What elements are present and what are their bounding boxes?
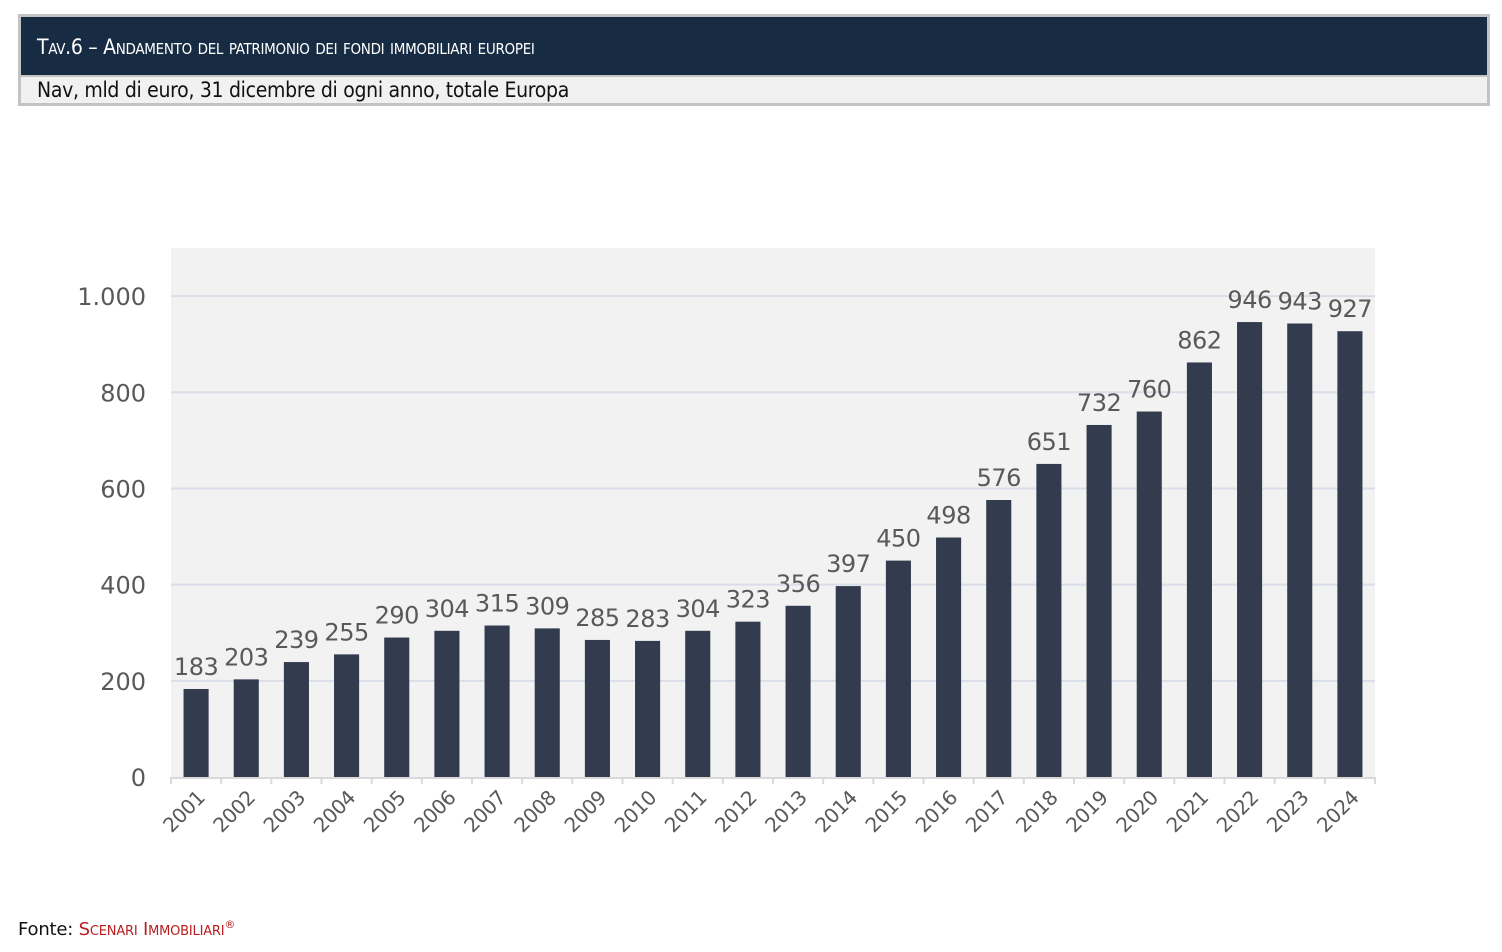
data-label: 576: [977, 464, 1021, 492]
plot-area: [171, 248, 1375, 777]
title-bar: Tav.6 – Andamento del patrimonio dei fon…: [21, 17, 1487, 75]
data-label: 309: [525, 592, 569, 620]
data-label: 304: [425, 595, 469, 623]
data-label: 450: [876, 525, 920, 553]
data-label: 323: [726, 586, 770, 614]
bar-2010: [635, 640, 661, 777]
bar-2001: [183, 688, 209, 777]
data-label: 943: [1278, 288, 1322, 316]
bar-2014: [835, 586, 861, 777]
y-axis-labels: 0 200 400 600 800 1.000: [77, 283, 146, 792]
bar-2016: [936, 537, 962, 777]
bar-2018: [1036, 463, 1062, 777]
x-tick-label: 2016: [911, 786, 963, 838]
bar-2004: [334, 654, 360, 777]
x-tick-label: 2003: [258, 786, 310, 838]
data-label: 255: [324, 618, 368, 646]
x-tick-label: 2012: [710, 786, 762, 838]
x-tick-label: 2017: [961, 786, 1013, 838]
data-label: 732: [1077, 389, 1121, 417]
y-tick-label: 800: [100, 379, 146, 407]
data-label: 239: [274, 626, 318, 654]
data-label: 946: [1227, 286, 1271, 314]
y-tick-label: 600: [100, 475, 146, 503]
source-brand-name: Scenari Immobiliari: [78, 919, 225, 940]
x-tick-label: 2015: [860, 786, 912, 838]
bar-2007: [484, 625, 510, 777]
gridlines: [171, 295, 1375, 682]
bar-2024: [1337, 331, 1363, 777]
source-note: Fonte: Scenari Immobiliari®: [18, 918, 235, 940]
bar-2003: [283, 662, 309, 777]
data-label: 760: [1127, 376, 1171, 404]
bar-2009: [584, 639, 610, 777]
chart-subtitle: Nav, mld di euro, 31 dicembre di ogni an…: [37, 78, 570, 102]
x-tick-label: 2005: [359, 786, 411, 838]
x-tick-label: 2018: [1011, 786, 1063, 838]
bar-2020: [1136, 411, 1162, 777]
x-axis: [170, 777, 1376, 784]
bar-2012: [735, 621, 761, 777]
x-tick-label: 2019: [1061, 786, 1113, 838]
x-tick-label: 2022: [1212, 786, 1264, 838]
x-tick-label: 2024: [1312, 786, 1364, 838]
bars: [183, 322, 1363, 777]
data-label: 285: [575, 604, 619, 632]
x-axis-labels: 2001200220032004200520062007200820092010…: [158, 786, 1363, 838]
x-tick-label: 2006: [409, 786, 461, 838]
subtitle-bar: Nav, mld di euro, 31 dicembre di ogni an…: [21, 77, 1487, 103]
bar-2013: [785, 605, 811, 777]
source-label: Fonte:: [18, 919, 74, 940]
x-tick-label: 2008: [509, 786, 561, 838]
x-tick-label: 2023: [1262, 786, 1314, 838]
data-label: 651: [1027, 428, 1071, 456]
title-separator: –: [82, 35, 104, 59]
x-tick-label: 2007: [459, 786, 511, 838]
table-number: Tav.6: [37, 35, 83, 59]
x-tick-label: 2009: [559, 786, 611, 838]
bar-2005: [384, 637, 410, 777]
data-label: 356: [776, 570, 820, 598]
bar-2022: [1237, 322, 1263, 777]
x-tick-label: 2002: [208, 786, 260, 838]
y-tick-label: 1.000: [77, 283, 146, 311]
data-label: 283: [625, 605, 669, 633]
x-tick-label: 2001: [158, 786, 210, 838]
x-tick-label: 2013: [760, 786, 812, 838]
chart-title: Andamento del patrimonio dei fondi immob…: [103, 35, 535, 59]
registered-mark: ®: [224, 918, 236, 931]
x-tick-label: 2004: [309, 786, 361, 838]
x-tick-label: 2011: [660, 786, 712, 838]
bar-2011: [685, 630, 711, 777]
source-brand: Scenari Immobiliari®: [78, 918, 236, 940]
bar-2023: [1287, 323, 1313, 777]
bar-2021: [1186, 362, 1212, 777]
y-tick-label: 200: [100, 668, 146, 696]
bar-2008: [534, 628, 560, 777]
chart-header: Tav.6 – Andamento del patrimonio dei fon…: [18, 14, 1490, 106]
data-label: 304: [676, 595, 720, 623]
x-tick-label: 2020: [1111, 786, 1163, 838]
data-label: 290: [375, 602, 419, 630]
data-label: 315: [475, 590, 519, 618]
data-label: 203: [224, 643, 268, 671]
x-tick-label: 2021: [1161, 786, 1213, 838]
x-tick-label: 2014: [810, 786, 862, 838]
bar-2002: [233, 679, 259, 777]
y-tick-label: 400: [100, 572, 146, 600]
bar-2015: [885, 560, 911, 777]
x-tick-label: 2010: [610, 786, 662, 838]
data-label: 397: [826, 550, 870, 578]
bar-2017: [986, 499, 1012, 777]
data-label: 927: [1328, 295, 1372, 323]
y-tick-label: 0: [131, 764, 146, 792]
data-label: 862: [1177, 326, 1221, 354]
data-label: 183: [174, 653, 218, 681]
bar-2019: [1086, 424, 1112, 777]
data-label: 498: [926, 502, 970, 530]
bar-2006: [434, 630, 460, 777]
